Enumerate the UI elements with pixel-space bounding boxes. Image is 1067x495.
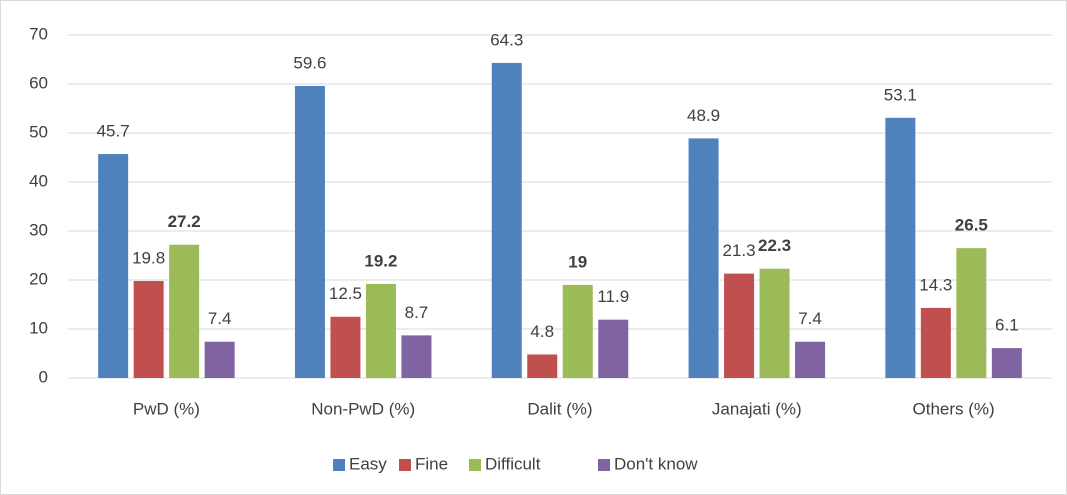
data-label: 14.3: [919, 275, 952, 294]
y-tick-label: 20: [29, 269, 48, 288]
bar: [365, 283, 396, 378]
legend-label: Fine: [415, 454, 448, 473]
bar: [724, 273, 755, 378]
data-label: 4.8: [530, 322, 554, 341]
legend-swatch: [469, 459, 481, 471]
data-label: 59.6: [293, 53, 326, 72]
legend-label: Difficult: [485, 454, 541, 473]
data-label: 19.2: [364, 251, 397, 270]
y-tick-label: 10: [29, 318, 48, 337]
bar: [795, 341, 826, 378]
data-label: 48.9: [687, 106, 720, 125]
legend-swatch: [333, 459, 345, 471]
x-tick-label: PwD (%): [133, 399, 200, 418]
data-label: 7.4: [208, 309, 232, 328]
bar: [98, 154, 129, 378]
y-tick-label: 70: [29, 24, 48, 43]
bar: [294, 85, 325, 379]
data-label: 19: [568, 252, 587, 271]
y-tick-label: 60: [29, 73, 48, 92]
data-label: 7.4: [798, 309, 822, 328]
bar: [885, 117, 916, 378]
data-label: 45.7: [97, 122, 130, 141]
legend-label: Don't know: [614, 454, 698, 473]
y-tick-label: 0: [39, 367, 48, 386]
legend-swatch: [598, 459, 610, 471]
x-tick-label: Janajati (%): [712, 399, 802, 418]
bar: [169, 244, 200, 378]
bar: [759, 268, 790, 378]
bar: [330, 316, 361, 378]
bar: [920, 307, 951, 378]
data-label: 27.2: [168, 212, 201, 231]
data-label: 8.7: [405, 303, 429, 322]
data-label: 19.8: [132, 248, 165, 267]
bar: [991, 348, 1022, 378]
bar: [491, 62, 522, 379]
x-tick-label: Non-PwD (%): [311, 399, 415, 418]
y-tick-label: 40: [29, 171, 48, 190]
data-label: 12.5: [329, 284, 362, 303]
bar: [956, 248, 987, 378]
data-label: 11.9: [597, 287, 629, 306]
y-tick-label: 50: [29, 122, 48, 141]
bar: [598, 319, 629, 378]
legend-label: Easy: [349, 454, 387, 473]
x-tick-label: Others (%): [913, 399, 995, 418]
data-label: 22.3: [758, 236, 791, 255]
data-label: 53.1: [884, 85, 917, 104]
data-label: 64.3: [490, 30, 523, 49]
data-label: 6.1: [995, 316, 1019, 335]
legend-swatch: [399, 459, 411, 471]
data-label: 26.5: [955, 216, 988, 235]
data-label: 21.3: [723, 241, 756, 260]
x-tick-label: Dalit (%): [527, 399, 592, 418]
y-tick-label: 30: [29, 220, 48, 239]
bar: [133, 280, 164, 378]
bar: [527, 354, 558, 378]
bar: [562, 284, 593, 378]
bar: [204, 341, 235, 378]
bar: [688, 138, 719, 378]
bar: [401, 335, 432, 378]
